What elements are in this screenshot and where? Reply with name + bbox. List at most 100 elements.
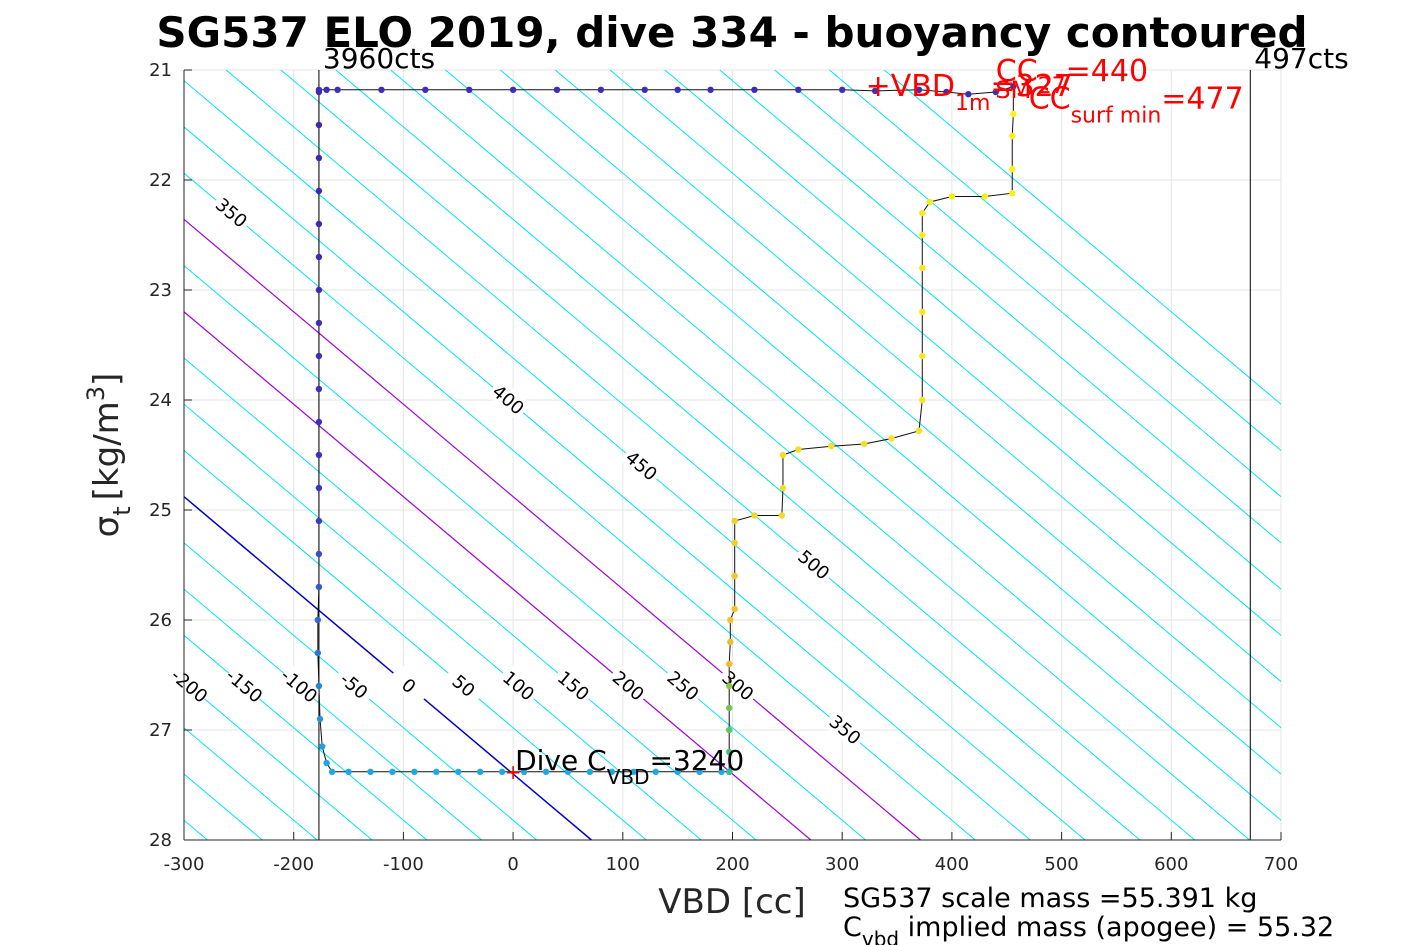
track-point bbox=[542, 768, 550, 775]
track-point bbox=[919, 209, 926, 217]
annotation-cc-27-label: CC bbox=[996, 54, 1038, 89]
track-point bbox=[597, 86, 605, 94]
contour-label: 50 bbox=[441, 663, 487, 707]
track-point bbox=[731, 517, 738, 525]
footer-implied-mass: Cvbd implied mass (apogee) = 55.32 bbox=[843, 912, 1334, 945]
annotation-dive-cvbd-c: Dive C bbox=[515, 744, 607, 777]
track-point bbox=[731, 572, 738, 580]
contour-line bbox=[0, 70, 98, 840]
track-point bbox=[315, 319, 323, 327]
track-point bbox=[727, 616, 734, 624]
y-axis-unit: [kg/m bbox=[87, 401, 127, 500]
track-point bbox=[553, 86, 561, 94]
track-point bbox=[919, 231, 926, 239]
annotation-cc-27-sub: 27 bbox=[1038, 74, 1066, 99]
contour-line-magenta bbox=[184, 311, 812, 840]
annotation-cc-27-value: =440 bbox=[1066, 54, 1148, 89]
track-point bbox=[948, 193, 956, 200]
track-point bbox=[315, 418, 323, 426]
contour-line bbox=[280, 70, 1196, 840]
chart-title: SG537 ELO 2019, dive 334 - buoyancy cont… bbox=[156, 8, 1307, 57]
annotation-sm: SM bbox=[995, 76, 1031, 104]
track-point bbox=[378, 86, 385, 94]
annotation-vbd-1m-label: +VBD bbox=[866, 69, 955, 104]
track-point bbox=[323, 759, 330, 767]
track-point bbox=[915, 427, 923, 434]
contour-line bbox=[184, 264, 866, 840]
track-point bbox=[992, 88, 999, 96]
x-tick-label: 700 bbox=[1264, 854, 1298, 875]
annotations: Dive CVBD=3240++VBD1m=327CC27=440CCsurf … bbox=[505, 54, 1244, 789]
buoyancy-contours bbox=[0, 70, 1281, 840]
annotation-dive-cvbd-marker: + bbox=[505, 760, 522, 784]
track-point bbox=[751, 86, 758, 94]
y-axis-sup: 3 bbox=[82, 386, 110, 401]
axes: -300 -200 -100 0 100 200 300 400 500 600 700212223… bbox=[149, 60, 1298, 875]
track-point bbox=[795, 446, 802, 453]
track-point bbox=[498, 768, 506, 775]
contour-line bbox=[554, 70, 1281, 683]
vbd-max-label: 497cts bbox=[1254, 42, 1348, 75]
y-axis-sym: σ bbox=[87, 516, 127, 538]
contour-line bbox=[184, 634, 428, 840]
track-point bbox=[315, 682, 323, 690]
y-tick-label: 25 bbox=[149, 500, 172, 521]
contour-line bbox=[184, 449, 647, 840]
x-tick-label: 0 bbox=[507, 854, 518, 875]
track-point bbox=[476, 768, 484, 775]
contour-label-bg bbox=[496, 663, 542, 707]
track-point bbox=[751, 512, 758, 519]
y-axis-label: σt [kg/m3] bbox=[82, 373, 136, 538]
track-point bbox=[315, 451, 323, 459]
track-point bbox=[520, 768, 528, 775]
x-tick-label: 300 bbox=[825, 854, 859, 875]
track-point bbox=[315, 352, 323, 360]
y-tick-label: 24 bbox=[149, 390, 172, 411]
contour-label-bg bbox=[661, 663, 706, 707]
track-point bbox=[345, 768, 352, 775]
track-point bbox=[915, 86, 923, 94]
contour-label-bg bbox=[277, 663, 322, 707]
y-tick-label: 22 bbox=[149, 170, 172, 191]
contour-line bbox=[884, 70, 1281, 405]
annotation-cc-surf: CCsurf min=477 bbox=[1029, 82, 1244, 129]
contour-label: 0 bbox=[386, 663, 432, 707]
track-point bbox=[926, 198, 934, 206]
track-point bbox=[726, 768, 733, 775]
x-tick-label: 200 bbox=[715, 854, 749, 875]
contour-line bbox=[184, 542, 537, 840]
y-tick-label: 28 bbox=[149, 830, 172, 851]
y-tick-label: 23 bbox=[149, 280, 172, 301]
x-tick-label: 600 bbox=[1154, 854, 1188, 875]
track-point bbox=[860, 440, 868, 448]
track-point bbox=[731, 539, 738, 547]
contour-line bbox=[390, 70, 1281, 821]
track-point bbox=[871, 87, 879, 95]
track-point bbox=[778, 512, 786, 519]
contour-line bbox=[0, 70, 153, 840]
contour-label-bg bbox=[386, 663, 432, 707]
x-tick-label: 100 bbox=[606, 854, 640, 875]
track-line bbox=[317, 85, 1014, 773]
annotation-vbd-1m-value: =327 bbox=[990, 69, 1072, 104]
contour-label: 400 bbox=[486, 377, 532, 421]
track-point bbox=[674, 768, 681, 775]
track-point bbox=[315, 385, 323, 393]
annotation-cc-surf-label: CC bbox=[1029, 82, 1071, 117]
track-point bbox=[726, 704, 733, 712]
annotation-dive-cvbd: Dive CVBD=3240 bbox=[515, 744, 744, 789]
track-point bbox=[316, 715, 324, 723]
contour-line bbox=[664, 70, 1281, 590]
annotation-dive-cvbd-sub: VBD bbox=[607, 765, 650, 789]
track-point bbox=[965, 91, 972, 98]
track-point bbox=[315, 86, 323, 94]
contour-label-bg bbox=[823, 707, 868, 751]
annotation-cc-surf-sub: surf min bbox=[1071, 104, 1162, 129]
contour-line bbox=[500, 70, 1281, 729]
contour-label-bg bbox=[551, 663, 597, 707]
track-point bbox=[422, 86, 429, 94]
y-tick-label: 27 bbox=[149, 720, 172, 741]
track-point bbox=[641, 86, 648, 94]
track-point bbox=[726, 748, 733, 756]
